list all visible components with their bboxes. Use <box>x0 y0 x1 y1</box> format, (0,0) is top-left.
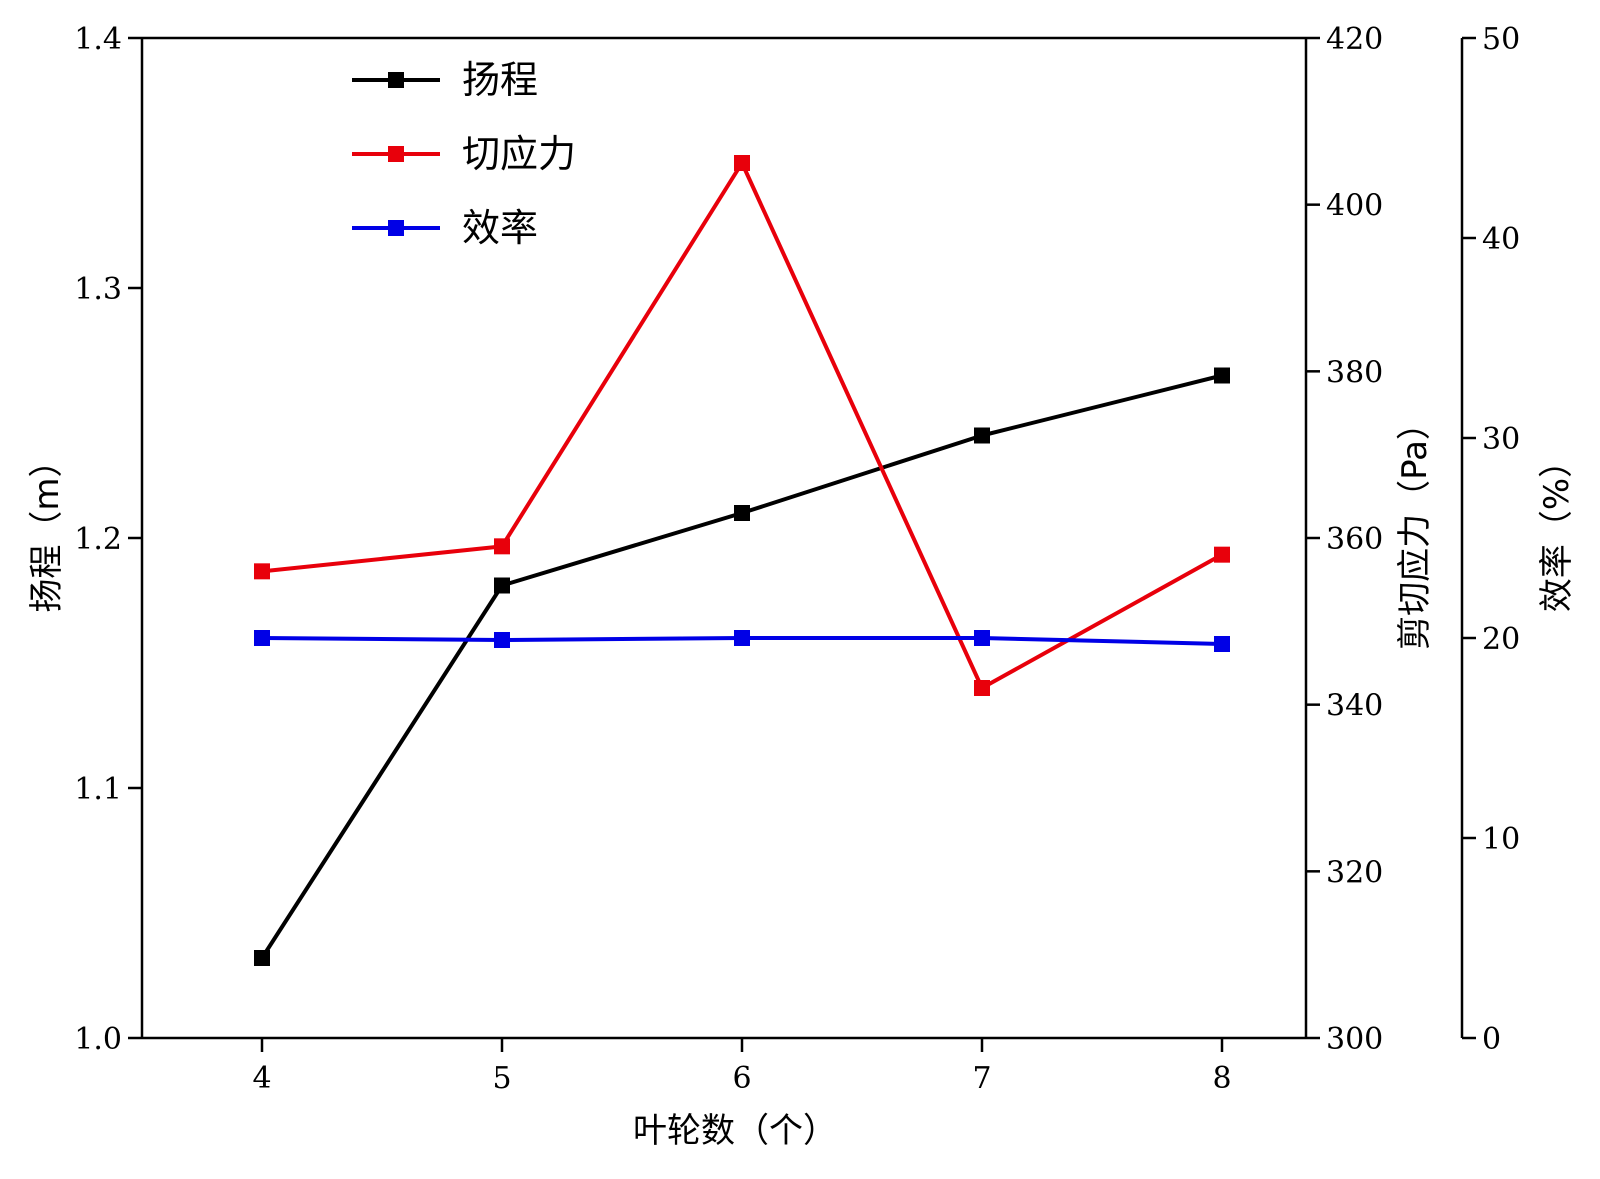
y1-axis-title: 扬程（m） <box>27 443 67 612</box>
legend-entry-1-label: 扬程 <box>462 58 538 102</box>
legend-entry-3-label: 效率 <box>462 206 538 250</box>
x-axis-title: 叶轮数（个） <box>633 1111 837 1151</box>
y2-tick-label: 400 <box>1326 189 1383 224</box>
series-2-point <box>1214 546 1230 563</box>
series-1-point <box>254 950 270 966</box>
y3-axis-title: 效率（%） <box>1537 444 1577 612</box>
y1-tick-label: 1.0 <box>74 1022 122 1057</box>
series-2-line <box>261 161 1223 690</box>
x-tick-label: 5 <box>492 1061 511 1096</box>
y2-tick-label: 320 <box>1326 855 1383 890</box>
series-1-point <box>974 427 990 444</box>
y3-tick-label: 20 <box>1482 622 1520 657</box>
series-3-point <box>1214 636 1230 652</box>
series-3-point <box>494 632 510 648</box>
series-2-point <box>494 538 510 555</box>
y1-tick-label: 1.1 <box>74 772 122 807</box>
y3-tick-label: 40 <box>1482 222 1520 257</box>
x-tick-label: 7 <box>972 1061 991 1096</box>
y1-tick-label: 1.2 <box>74 522 122 557</box>
legend-entry-3-marker <box>388 220 404 236</box>
y2-tick-label: 340 <box>1326 689 1383 724</box>
y3-tick-label: 30 <box>1482 422 1520 457</box>
series-2-point <box>974 680 990 696</box>
legend-entry-2-label: 切应力 <box>462 132 576 176</box>
legend-entry-1-marker <box>388 72 404 88</box>
series-3-point <box>974 630 990 646</box>
legend-entry-2-marker <box>388 146 404 162</box>
series-1-point <box>734 505 750 521</box>
y2-tick-label: 360 <box>1326 522 1383 557</box>
y3-tick-label: 10 <box>1482 822 1520 857</box>
series-1-point <box>1214 367 1230 384</box>
x-tick-label: 8 <box>1212 1061 1231 1096</box>
x-tick-label: 6 <box>732 1061 751 1096</box>
y2-axis-title: 剪切应力（Pa） <box>1395 406 1435 650</box>
y2-tick-label: 420 <box>1326 22 1383 57</box>
y3-tick-label: 0 <box>1482 1022 1501 1057</box>
series-1-point <box>494 577 510 594</box>
y2-tick-label: 300 <box>1326 1022 1383 1057</box>
axes: 4 5 6 7 81.01.11.21.31.430032034036038040042… <box>74 22 1520 1096</box>
series-2-point <box>734 155 750 171</box>
series-layer <box>254 155 1230 966</box>
series-3-point <box>734 630 750 646</box>
y1-tick-label: 1.4 <box>74 22 122 57</box>
y2-tick-label: 380 <box>1326 355 1383 390</box>
y3-tick-label: 50 <box>1482 22 1520 57</box>
series-1-line <box>260 373 1223 960</box>
y1-tick-label: 1.3 <box>74 272 122 307</box>
x-tick-label: 4 <box>252 1061 271 1096</box>
series-3-point <box>254 630 270 646</box>
series-2-point <box>254 563 270 580</box>
